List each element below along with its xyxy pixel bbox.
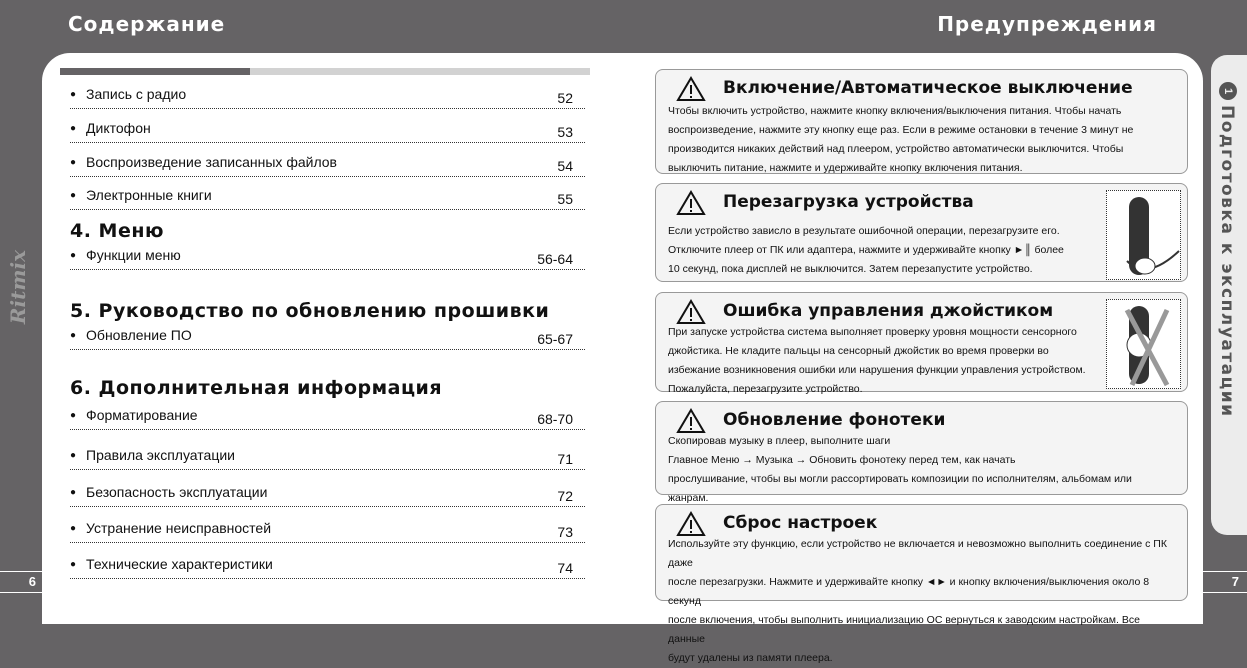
page-number-right: 7: [1203, 571, 1247, 593]
toc-entry-page: 53: [557, 124, 573, 140]
chapter-tab-label: Подготовка к эксплуатации: [1217, 105, 1237, 418]
toc-entry[interactable]: Устранение неисправностей 73: [70, 517, 585, 543]
toc-entry-title: Электронные книги: [70, 187, 212, 203]
toc-entry-title: Правила эксплуатации: [70, 447, 235, 463]
chapter-tab[interactable]: [1211, 55, 1247, 535]
warning-icon: [676, 511, 706, 536]
toc-entry[interactable]: Безопасность эксплуатации 72: [70, 481, 585, 507]
section-heading: 6. Дополнительная информация: [70, 377, 443, 399]
toc-entry-page: 52: [557, 90, 573, 106]
toc-entry[interactable]: Форматирование 68-70: [70, 404, 585, 430]
warning-box: Ошибка управления джойстиком При запуске …: [655, 292, 1188, 395]
toc-entry[interactable]: Запись с радио 52: [70, 83, 585, 109]
warning-icon: [676, 76, 706, 101]
toc-entry-page: 55: [557, 191, 573, 207]
ritmix-logo: Ritmix: [6, 250, 30, 325]
toc-entry[interactable]: Диктофон 53: [70, 117, 585, 143]
warning-title: Перезагрузка устройства: [723, 192, 974, 212]
page-number-left: 6: [0, 571, 44, 593]
toc-entry[interactable]: Обновление ПО 65-67: [70, 324, 585, 350]
toc-entry-title: Устранение неисправностей: [70, 520, 271, 536]
toc-entry-page: 65-67: [537, 331, 573, 347]
warning-text: Чтобы включить устройство, нажмите кнопк…: [668, 105, 1134, 174]
section-heading: 5. Руководство по обновлению прошивки: [70, 300, 550, 322]
warning-title: Включение/Автоматическое выключение: [723, 78, 1133, 98]
toc-entry-page: 68-70: [537, 411, 573, 427]
toc-entry-page: 71: [557, 451, 573, 467]
warning-box: Перезагрузка устройства Если устройство з…: [655, 183, 1188, 282]
toc-entry-title: Воспроизведение записанных файлов: [70, 154, 337, 170]
toc-entry[interactable]: Правила эксплуатации 71: [70, 444, 585, 470]
warning-title: Ошибка управления джойстиком: [723, 301, 1054, 321]
toc-entry[interactable]: Воспроизведение записанных файлов 54: [70, 151, 585, 177]
section-bar: [60, 68, 590, 75]
warning-text: Скопировав музыку в плеер, выполните шаг…: [668, 435, 1132, 504]
right-page-title: Предупреждения: [937, 12, 1157, 36]
left-page-title: Содержание: [68, 12, 226, 36]
toc-entry-title: Диктофон: [70, 120, 151, 136]
warning-text: Используйте эту функцию, если устройство…: [668, 538, 1167, 664]
toc-entry[interactable]: Технические характеристики 74: [70, 553, 585, 579]
toc-entry-title: Функции меню: [70, 247, 181, 263]
reset-illustration: [1106, 190, 1181, 280]
toc-entry-title: Запись с радио: [70, 86, 186, 102]
warning-box: Сброс настроек Используйте эту функцию, е…: [655, 504, 1188, 664]
section-heading: 4. Меню: [70, 220, 164, 242]
toc-entry-title: Форматирование: [70, 407, 198, 423]
toc-entry-page: 72: [557, 488, 573, 504]
warning-icon: [676, 299, 706, 324]
toc-entry[interactable]: Электронные книги 55: [70, 184, 585, 210]
chapter-number-badge: 1: [1219, 82, 1237, 100]
toc-entry-page: 54: [557, 158, 573, 174]
warning-box: Обновление фонотеки Скопировав музыку в п…: [655, 401, 1188, 504]
toc-entry-page: 73: [557, 524, 573, 540]
warning-icon: [676, 408, 706, 433]
toc-entry-page: 56-64: [537, 251, 573, 267]
warning-box: Включение/Автоматическое выключение Чтобы…: [655, 69, 1188, 174]
toc-entry-title: Безопасность эксплуатации: [70, 484, 267, 500]
warning-title: Обновление фонотеки: [723, 410, 946, 430]
warning-text: При запуске устройства система выполняет…: [668, 326, 1086, 395]
toc-entry[interactable]: Функции меню 56-64: [70, 244, 585, 270]
toc-entry-title: Обновление ПО: [70, 327, 192, 343]
warning-title: Сброс настроек: [723, 513, 878, 533]
warning-icon: [676, 190, 706, 215]
toc-entry-title: Технические характеристики: [70, 556, 273, 572]
warning-text: Если устройство зависло в результате оши…: [668, 225, 1064, 275]
toc-entry-page: 74: [557, 560, 573, 576]
joystick-illustration: [1106, 299, 1181, 389]
